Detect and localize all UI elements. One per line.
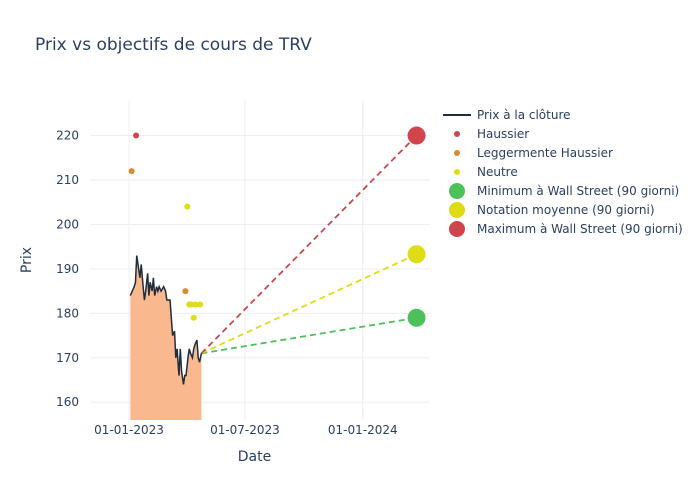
legend-symbol <box>454 131 460 137</box>
legend-label: Prix à la clôture <box>477 108 571 122</box>
rating-points <box>128 132 204 321</box>
target-marker <box>407 126 426 145</box>
y-tick-label: 170 <box>56 351 79 365</box>
legend-symbol <box>454 150 460 156</box>
legend-label: Neutre <box>477 165 518 179</box>
legend-symbol <box>449 202 465 218</box>
legend-symbol <box>454 169 460 175</box>
target-line <box>201 316 417 355</box>
x-tick-label: 01-07-2023 <box>210 423 280 437</box>
rating-point <box>184 203 191 210</box>
y-tick-label: 210 <box>56 173 79 187</box>
chart-title: Prix vs objectifs de cours de TRV <box>35 35 312 55</box>
target-marker <box>407 245 426 264</box>
legend-label: Minimum à Wall Street (90 giorni) <box>477 184 679 198</box>
y-tick-label: 220 <box>56 129 79 143</box>
legend-symbol <box>449 183 465 199</box>
x-axis-title: Date <box>238 449 271 465</box>
rating-point <box>182 288 189 295</box>
y-axis-title: Prix <box>19 247 35 273</box>
price-line <box>129 255 203 385</box>
target-line <box>200 134 418 354</box>
legend-symbol <box>449 221 465 237</box>
target-markers <box>407 126 426 327</box>
target-marker <box>407 308 426 327</box>
target-lines <box>200 134 418 355</box>
legend-label: Haussier <box>477 127 529 141</box>
legend: Prix à la clôture Haussier Leggermente Hau… <box>443 108 683 237</box>
rating-point <box>197 301 204 308</box>
y-tick-label: 160 <box>56 395 79 409</box>
legend-label: Leggermente Haussier <box>477 146 613 160</box>
rating-point <box>188 301 195 308</box>
price-area <box>130 255 202 420</box>
y-tick-label: 200 <box>56 217 79 231</box>
x-tick-label: 01-01-2024 <box>328 423 398 437</box>
y-tick-label: 190 <box>56 262 79 276</box>
axis-ticks: 160 170 180 190 200 210 220 01-01-2023 01-07-202… <box>56 129 398 437</box>
rating-point <box>128 168 135 175</box>
y-tick-label: 180 <box>56 306 79 320</box>
rating-point <box>192 301 199 308</box>
price-line-layer <box>129 255 203 385</box>
rating-point <box>133 132 140 139</box>
legend-label: Notation moyenne (90 giorni) <box>477 203 655 217</box>
x-tick-label: 01-01-2023 <box>94 423 164 437</box>
legend-label: Maximum à Wall Street (90 giorni) <box>477 222 683 236</box>
rating-point <box>190 314 197 321</box>
price-area-fill <box>130 255 202 420</box>
